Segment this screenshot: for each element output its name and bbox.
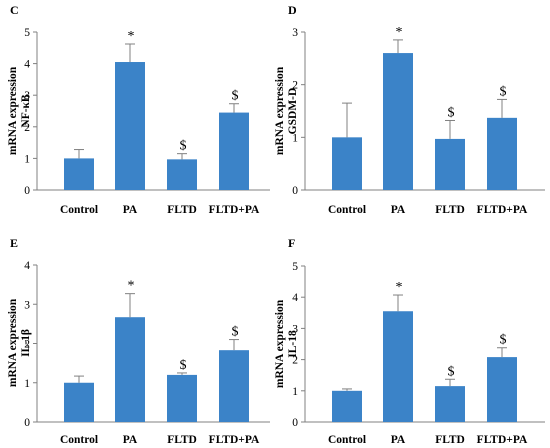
y-tick-label: 0 (292, 417, 298, 429)
y-tick-label: 1 (292, 132, 298, 144)
y-tick-label: 3 (292, 323, 298, 335)
y-tick-label: 4 (24, 260, 30, 272)
y-tick-label: 3 (24, 90, 30, 102)
y-tick-label: 2 (24, 122, 30, 134)
bar (487, 117, 517, 190)
y-axis-label-line: mRNA expression (7, 298, 19, 387)
bar (167, 374, 197, 422)
panel-letter: D (288, 3, 297, 17)
y-axis-label: mRNA expressionIL-18 (274, 299, 299, 388)
panel-letter: C (10, 3, 19, 17)
bar (219, 350, 249, 422)
y-axis-label-line: mRNA expression (274, 299, 286, 388)
bar (64, 382, 94, 422)
y-tick-label: 5 (24, 27, 30, 39)
significance-marker: $ (180, 358, 187, 373)
bar (115, 62, 145, 190)
significance-marker: $ (232, 325, 239, 340)
significance-marker: * (128, 279, 135, 294)
bar (435, 138, 465, 190)
y-axis-label-line: NF-κB (20, 94, 32, 128)
bar (64, 158, 94, 190)
significance-marker: $ (232, 89, 239, 104)
y-tick-label: 1 (24, 153, 30, 165)
y-tick-label: 2 (292, 355, 298, 367)
significance-marker: $ (500, 333, 507, 348)
category-label: Control (60, 434, 98, 446)
bar (435, 386, 465, 422)
bar (219, 112, 249, 190)
y-tick-label: 2 (292, 80, 298, 92)
significance-marker: $ (448, 105, 455, 120)
category-label: Control (60, 204, 98, 216)
significance-marker: * (396, 25, 403, 40)
y-tick-label: 3 (292, 27, 298, 39)
bar (167, 159, 197, 190)
y-axis-label-line: GSDM-D (287, 88, 299, 135)
y-tick-label: 3 (24, 299, 30, 311)
significance-marker: $ (500, 84, 507, 99)
y-axis-label: mRNA expressionGSDM-D (274, 66, 299, 155)
y-axis-label-line: IL-1β (20, 329, 32, 357)
y-tick-label: 4 (292, 292, 298, 304)
category-label: FLTD (435, 434, 465, 446)
bar (487, 357, 517, 422)
y-tick-label: 0 (24, 417, 30, 429)
category-label: FLTD (167, 204, 197, 216)
category-label: FLTD+PA (477, 204, 528, 216)
category-label: FLTD+PA (477, 434, 528, 446)
y-axis-label-line: mRNA expression (7, 66, 19, 155)
category-label: FLTD (167, 434, 197, 446)
panel-letter: E (10, 236, 18, 250)
y-axis-label: mRNA expressionNF-κB (7, 66, 32, 155)
category-label: FLTD+PA (209, 204, 260, 216)
y-axis-label-line: mRNA expression (274, 66, 286, 155)
bar (383, 53, 413, 190)
significance-marker: $ (448, 364, 455, 379)
bar (115, 317, 145, 422)
significance-marker: $ (180, 139, 187, 154)
y-tick-label: 1 (24, 378, 30, 390)
panel-letter: F (288, 236, 295, 250)
bar (383, 311, 413, 422)
bar (332, 390, 362, 422)
bar (332, 137, 362, 190)
category-label: FLTD+PA (209, 434, 260, 446)
y-tick-label: 1 (292, 386, 298, 398)
category-label: PA (123, 204, 138, 216)
y-tick-label: 0 (292, 185, 298, 197)
category-label: FLTD (435, 204, 465, 216)
y-tick-label: 0 (24, 185, 30, 197)
y-tick-label: 5 (292, 261, 298, 273)
significance-marker: * (396, 280, 403, 295)
category-label: Control (328, 434, 366, 446)
y-axis-label-line: IL-18 (287, 330, 299, 358)
y-tick-label: 2 (24, 339, 30, 351)
y-tick-label: 4 (24, 59, 30, 71)
significance-marker: * (128, 29, 135, 44)
category-label: PA (123, 434, 138, 446)
category-label: PA (391, 434, 406, 446)
y-axis-label: mRNA expressionIL-1β (7, 298, 32, 387)
category-label: PA (391, 204, 406, 216)
category-label: Control (328, 204, 366, 216)
